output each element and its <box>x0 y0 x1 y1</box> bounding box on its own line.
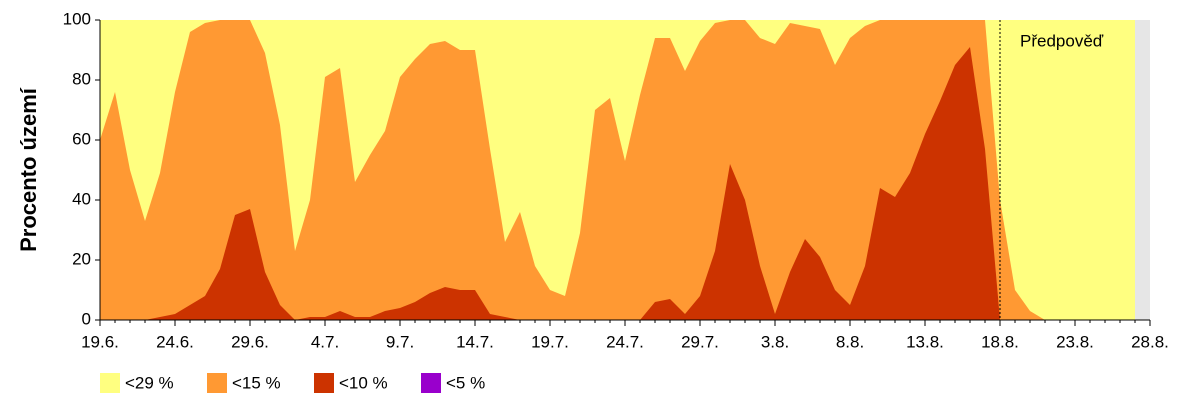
legend-swatch <box>100 373 120 393</box>
legend-label: <29 % <box>125 373 174 392</box>
legend-label: <10 % <box>339 373 388 392</box>
x-tick-label: 19.7. <box>531 332 569 351</box>
y-tick-label: 40 <box>72 189 91 208</box>
x-tick-label: 3.8. <box>761 332 789 351</box>
y-tick-label: 60 <box>72 129 91 148</box>
x-tick-label: 13.8. <box>906 332 944 351</box>
x-tick-label: 24.7. <box>606 332 644 351</box>
annotation: Předpověď <box>1020 31 1104 50</box>
x-tick-label: 4.7. <box>311 332 339 351</box>
legend-swatch <box>421 373 441 393</box>
y-tick-label: 100 <box>63 9 91 28</box>
x-tick-label: 18.8. <box>981 332 1019 351</box>
x-tick-label: 19.6. <box>81 332 119 351</box>
y-tick-label: 80 <box>72 69 91 88</box>
legend-swatch <box>314 373 334 393</box>
area <box>100 47 1135 320</box>
x-tick-label: 29.6. <box>231 332 269 351</box>
y-tick-label: 0 <box>82 309 91 328</box>
x-tick-label: 29.7. <box>681 332 719 351</box>
x-tick-label: 14.7. <box>456 332 494 351</box>
x-tick-label: 23.8. <box>1056 332 1094 351</box>
y-axis-title: Procento území <box>16 87 41 252</box>
x-tick-label: 24.6. <box>156 332 194 351</box>
legend-label: <15 % <box>232 373 281 392</box>
x-tick-label: 9.7. <box>386 332 414 351</box>
x-tick-label: 28.8. <box>1131 332 1169 351</box>
legend-label: <5 % <box>446 373 485 392</box>
legend-swatch <box>207 373 227 393</box>
y-tick-label: 20 <box>72 249 91 268</box>
x-tick-label: 8.8. <box>836 332 864 351</box>
